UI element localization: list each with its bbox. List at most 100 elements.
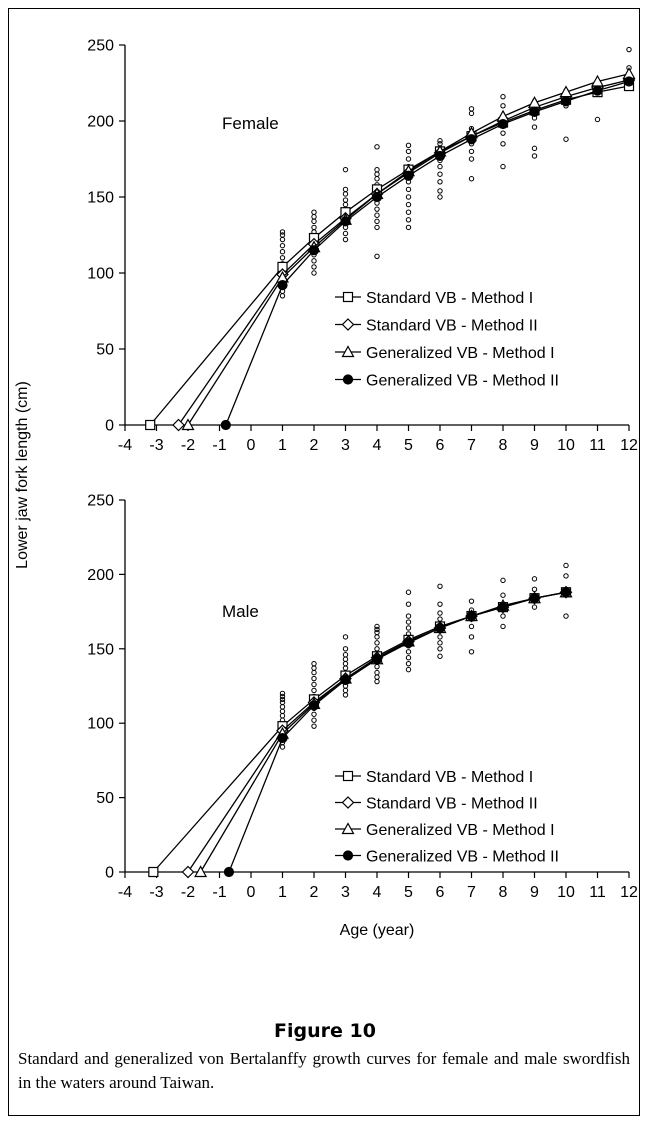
observation-point [468, 156, 475, 162]
observation-point [405, 148, 412, 155]
y-axis-label: Lower jaw fork length (cm) [14, 381, 31, 569]
x-tick-label: -2 [181, 437, 195, 454]
observation-point [311, 723, 317, 729]
x-tick-label: -2 [181, 884, 195, 901]
observation-point [311, 258, 317, 264]
figure-caption: Standard and generalized von Bertalanffy… [18, 1049, 630, 1092]
observation-point [279, 713, 286, 719]
y-tick-label: 100 [87, 266, 114, 283]
series-marker [308, 700, 320, 711]
x-tick-label: 5 [404, 437, 413, 454]
observation-point [500, 592, 506, 598]
observation-point [405, 142, 412, 149]
observation-point [374, 678, 380, 685]
observation-point [311, 660, 317, 667]
observation-point [311, 209, 317, 215]
observation-point [342, 201, 349, 208]
series-marker [527, 96, 542, 108]
observation-point [531, 153, 538, 159]
series-marker [181, 418, 195, 431]
legend-marker [342, 770, 354, 782]
observation-point [437, 163, 443, 170]
series-marker [497, 602, 509, 613]
x-tick-label: 10 [557, 437, 575, 454]
y-tick-label: 200 [87, 567, 114, 584]
figure-frame [8, 8, 640, 1116]
observation-point [531, 124, 538, 130]
legend-label: Generalized VB - Method I [366, 345, 555, 362]
observation-point [342, 236, 349, 243]
series-marker [220, 419, 231, 431]
observation-point [311, 218, 317, 225]
observation-point [437, 179, 443, 185]
observation-point [311, 681, 317, 688]
series-marker [529, 593, 540, 604]
observation-point [279, 242, 286, 249]
x-tick-label: 11 [589, 884, 606, 901]
observation-point [405, 194, 412, 200]
y-tick-label: 150 [87, 190, 114, 207]
x-tick-label: 2 [310, 884, 319, 901]
observation-point [500, 163, 506, 170]
observation-point [342, 660, 349, 667]
observation-point [437, 640, 443, 646]
observation-point [311, 669, 317, 676]
observation-point [311, 717, 317, 723]
observation-point [374, 640, 380, 646]
x-tick-label: 3 [341, 437, 350, 454]
observation-point [279, 232, 286, 238]
x-tick-label: -3 [149, 884, 163, 901]
observation-point [374, 144, 380, 150]
observation-point [279, 699, 286, 706]
observation-point [500, 103, 506, 109]
observation-point [531, 604, 538, 610]
observation-point [374, 206, 380, 212]
observation-point [279, 229, 286, 235]
observation-point [500, 623, 506, 630]
panel-label: Female [222, 114, 279, 133]
series-marker [371, 191, 383, 203]
x-tick-label: 1 [278, 884, 287, 901]
x-tick-label: 10 [557, 884, 575, 901]
observation-point [437, 194, 443, 200]
series-marker [194, 865, 208, 878]
series-marker [277, 280, 288, 291]
series-marker [529, 106, 540, 117]
y-tick-label: 150 [87, 641, 114, 658]
observation-point [374, 626, 380, 633]
legend-marker [341, 345, 355, 358]
x-tick-label: 9 [530, 884, 539, 901]
observation-point [342, 692, 349, 698]
observation-point [311, 687, 317, 694]
observation-point [374, 634, 380, 640]
observation-point [500, 577, 506, 584]
figure-label: Figure 10 [274, 1020, 376, 1042]
x-tick-label: 0 [247, 884, 256, 901]
observation-point [342, 665, 349, 671]
series-marker [148, 866, 159, 878]
observation-point [563, 562, 569, 569]
series-marker [145, 419, 156, 431]
observation-point [342, 687, 349, 694]
observation-point [405, 660, 412, 667]
y-tick-label: 100 [87, 716, 114, 733]
series-marker [223, 866, 235, 878]
observation-point [468, 148, 475, 155]
series-marker [181, 865, 195, 879]
observation-point [374, 253, 380, 259]
legend-label: Generalized VB - Method II [366, 849, 559, 866]
observation-point [374, 629, 380, 636]
series-marker [340, 216, 351, 227]
observation-point [405, 209, 412, 215]
observation-point [563, 613, 569, 619]
y-tick-label: 250 [87, 38, 114, 55]
legend-label: Standard VB - Method II [366, 318, 538, 335]
observation-point [405, 186, 412, 193]
observation-point [405, 589, 412, 595]
observation-point [437, 610, 443, 616]
observation-point [374, 669, 380, 676]
observation-point [405, 224, 412, 231]
observation-point [374, 166, 380, 173]
x-tick-label: 5 [404, 884, 413, 901]
